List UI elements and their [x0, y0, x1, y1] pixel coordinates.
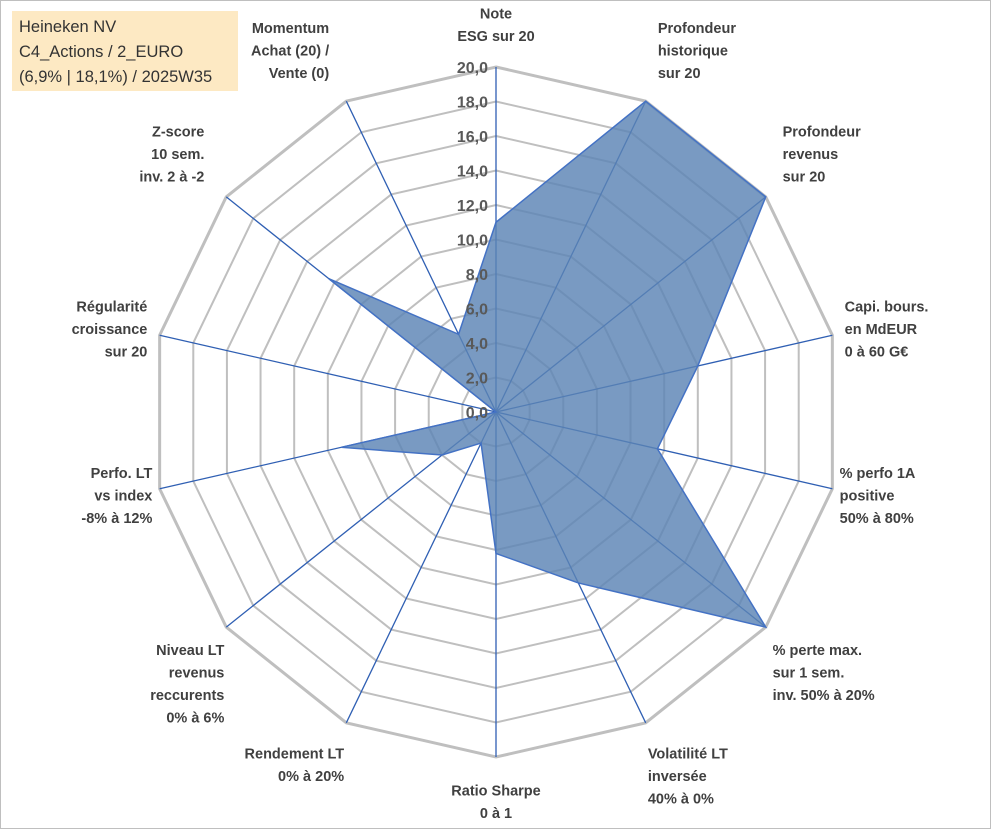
axis-label-line: inv. 50% à 20% [773, 688, 875, 704]
axis-label-line: historique [658, 43, 728, 59]
axis-label-line: 10 sem. [151, 147, 204, 163]
info-stats: (6,9% | 18,1%) / 2025W35 [19, 68, 213, 86]
axis-label: Profondeur historique sur 20 [658, 21, 736, 82]
axis-label-line: sur 20 [783, 169, 826, 185]
info-box: Heineken NV C4_Actions / 2_EURO (6,9% | … [12, 11, 238, 91]
tick-label: 2,0 [466, 371, 488, 388]
axis-label: Régularité croissance sur 20 [72, 300, 148, 361]
axis-label-line: Perfo. LT [91, 466, 153, 482]
axis-label-line: 0 à 1 [480, 806, 512, 822]
series-area [328, 100, 768, 629]
axis-label: % perfo 1A positive 50% à 80% [840, 466, 916, 527]
axis-label-line: sur 1 sem. [773, 666, 845, 682]
axis-label: Profondeur revenus sur 20 [783, 124, 861, 185]
axis-label: % perte max. sur 1 sem. inv. 50% à 20% [773, 643, 875, 704]
tick-label: 20,0 [457, 60, 488, 77]
axis-label-line: 0 à 60 G€ [845, 345, 909, 361]
spoke-line [345, 411, 497, 724]
axis-label-line: % perte max. [773, 643, 862, 659]
tick-label: 16,0 [457, 129, 488, 146]
radar-tick-labels: 0,0 2,0 4,0 6,0 8,0 10,0 12,0 14,0 16,0 18,0 20,0 [457, 60, 488, 422]
axis-label-line: 0% à 6% [166, 711, 224, 727]
axis-label-line: Z-score [152, 124, 204, 140]
axis-label-line: inv. 2 à -2 [139, 169, 204, 185]
axis-label-line: en MdEUR [845, 322, 918, 338]
tick-label: 4,0 [466, 336, 488, 353]
axis-label-line: Niveau LT [156, 643, 224, 659]
radar-axis-labels: Note ESG sur 20 Profondeur historique sur 20… [72, 7, 929, 823]
axis-label-line: % perfo 1A [840, 466, 916, 482]
info-company: Heineken NV [19, 18, 117, 36]
axis-label-line: Achat (20) / [251, 43, 329, 59]
tick-label: 14,0 [457, 164, 488, 181]
axis-label-line: Vente (0) [269, 66, 330, 82]
axis-label-line: Régularité [76, 300, 147, 316]
axis-label: Niveau LT revenus reccurents 0% à 6% [150, 643, 224, 727]
axis-label-line: 50% à 80% [840, 511, 914, 527]
axis-label: Perfo. LT vs index -8% à 12% [81, 466, 152, 527]
axis-label: Capi. bours. en MdEUR 0 à 60 G€ [845, 300, 929, 361]
axis-label-line: positive [840, 488, 895, 504]
tick-label: 12,0 [457, 198, 488, 215]
spoke-line [159, 334, 497, 413]
axis-label-line: Momentum [252, 21, 329, 37]
axis-label-line: sur 20 [658, 66, 701, 82]
axis-label-line: revenus [783, 147, 839, 163]
axis-label-line: -8% à 12% [81, 511, 152, 527]
axis-label-line: sur 20 [105, 345, 148, 361]
axis-label-line: inversée [648, 769, 707, 785]
axis-label-line: revenus [169, 666, 225, 682]
axis-label-line: Capi. bours. [845, 300, 929, 316]
axis-label: Rendement LT 0% à 20% [245, 747, 345, 786]
axis-label-line: 0% à 20% [278, 769, 344, 785]
axis-label: Note ESG sur 20 [457, 7, 534, 46]
axis-label-line: Ratio Sharpe [451, 784, 540, 800]
tick-label: 0,0 [466, 405, 488, 422]
axis-label: Momentum Achat (20) / Vente (0) [251, 21, 329, 82]
axis-label-line: 40% à 0% [648, 792, 714, 808]
tick-label: 10,0 [457, 233, 488, 250]
axis-label-line: Profondeur [658, 21, 736, 37]
tick-label: 18,0 [457, 95, 488, 112]
axis-label-line: Profondeur [783, 124, 861, 140]
axis-label-line: reccurents [150, 688, 224, 704]
axis-label-line: vs index [94, 488, 152, 504]
axis-label: Ratio Sharpe 0 à 1 [451, 784, 540, 823]
axis-label-line: ESG sur 20 [457, 29, 534, 45]
axis-label-line: Volatilité LT [648, 747, 728, 763]
info-category: C4_Actions / 2_EURO [19, 43, 184, 61]
axis-label: Z-score 10 sem. inv. 2 à -2 [139, 124, 204, 185]
axis-label-line: Rendement LT [245, 747, 345, 763]
radar-series [328, 100, 768, 629]
axis-label-line: croissance [72, 322, 148, 338]
tick-label: 6,0 [466, 302, 488, 319]
tick-label: 8,0 [466, 267, 488, 284]
axis-label-line: Note [480, 7, 512, 23]
axis-label: Volatilité LT inversée 40% à 0% [648, 747, 728, 808]
